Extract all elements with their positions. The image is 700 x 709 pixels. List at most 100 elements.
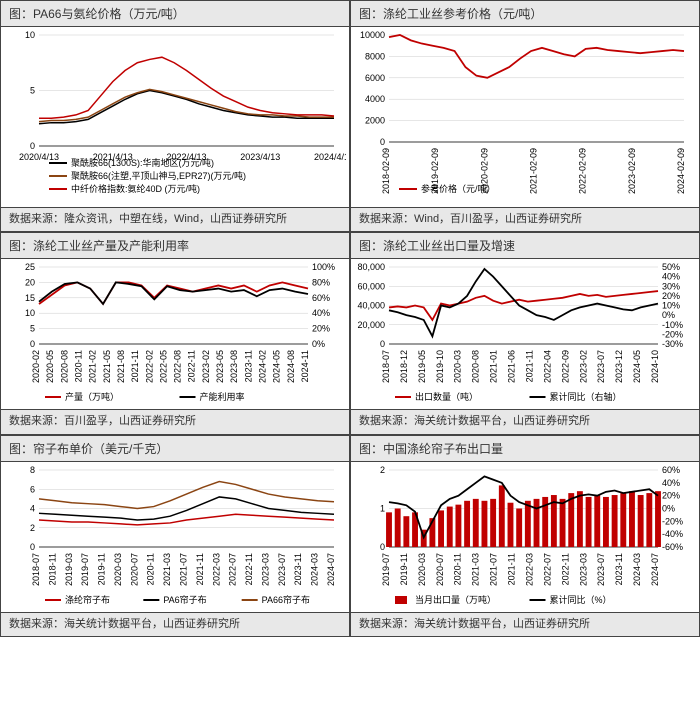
chart-area: 024682018-072018-112019-032019-072019-11… bbox=[1, 462, 349, 612]
svg-text:2023-02-09: 2023-02-09 bbox=[627, 148, 637, 194]
svg-text:2018-02-09: 2018-02-09 bbox=[381, 148, 391, 194]
svg-text:2021-03: 2021-03 bbox=[162, 553, 172, 586]
svg-text:2018-07: 2018-07 bbox=[381, 350, 391, 383]
chart-source: 数据来源：海关统计数据平台，山西证券研究所 bbox=[1, 612, 349, 636]
svg-text:涤纶帘子布: 涤纶帘子布 bbox=[65, 594, 110, 605]
chart-cell-1: 图：涤纶工业丝参考价格（元/吨）020004000600080001000020… bbox=[350, 0, 700, 232]
svg-text:PA66帘子布: PA66帘子布 bbox=[262, 594, 310, 605]
svg-text:2000: 2000 bbox=[365, 116, 385, 126]
svg-text:2023-03: 2023-03 bbox=[578, 553, 588, 586]
svg-text:2022-07: 2022-07 bbox=[542, 553, 552, 586]
svg-text:2022-02: 2022-02 bbox=[144, 350, 154, 383]
svg-text:6000: 6000 bbox=[365, 73, 385, 83]
svg-text:30%: 30% bbox=[662, 282, 680, 292]
svg-text:-40%: -40% bbox=[662, 529, 683, 539]
chart-cell-5: 图：中国涤纶帘子布出口量012-60%-40%-20%0%20%40%60%20… bbox=[350, 435, 700, 637]
svg-text:10: 10 bbox=[25, 30, 35, 40]
svg-text:累计同比（%）: 累计同比（%） bbox=[550, 594, 612, 605]
svg-text:2024-05: 2024-05 bbox=[632, 350, 642, 383]
svg-text:2022-02-09: 2022-02-09 bbox=[578, 148, 588, 194]
svg-text:2024-08: 2024-08 bbox=[286, 350, 296, 383]
svg-text:2022-04: 2022-04 bbox=[542, 350, 552, 383]
svg-text:50%: 50% bbox=[662, 262, 680, 272]
svg-text:2022-03: 2022-03 bbox=[524, 553, 534, 586]
svg-text:2022-11: 2022-11 bbox=[244, 553, 254, 585]
svg-text:-30%: -30% bbox=[662, 339, 683, 349]
svg-text:累计同比（右轴）: 累计同比（右轴） bbox=[550, 391, 622, 402]
chart-title: 图：涤纶工业丝出口量及增速 bbox=[351, 233, 699, 259]
svg-text:2021-06: 2021-06 bbox=[507, 350, 517, 383]
svg-text:80%: 80% bbox=[312, 278, 330, 288]
svg-text:25: 25 bbox=[25, 262, 35, 272]
svg-text:2024-10: 2024-10 bbox=[650, 350, 660, 383]
svg-text:2019-11: 2019-11 bbox=[399, 553, 409, 585]
svg-text:2024/4/13: 2024/4/13 bbox=[314, 152, 346, 162]
svg-text:2021-02-09: 2021-02-09 bbox=[529, 148, 539, 194]
svg-text:2019-05: 2019-05 bbox=[417, 350, 427, 383]
svg-text:2023-11: 2023-11 bbox=[614, 553, 624, 585]
svg-text:2024-02: 2024-02 bbox=[258, 350, 268, 383]
chart-title: 图：PA66与氨纶价格（万元/吨） bbox=[1, 1, 349, 27]
svg-text:0: 0 bbox=[380, 542, 385, 552]
svg-text:2020-11: 2020-11 bbox=[146, 553, 156, 585]
svg-text:PA6帘子布: PA6帘子布 bbox=[163, 594, 206, 605]
svg-text:2023-11: 2023-11 bbox=[243, 350, 253, 382]
svg-text:2021-03: 2021-03 bbox=[471, 553, 481, 586]
svg-text:1: 1 bbox=[380, 503, 385, 513]
svg-text:2022-11: 2022-11 bbox=[560, 553, 570, 585]
svg-text:2020-11: 2020-11 bbox=[453, 553, 463, 585]
svg-text:2023-05: 2023-05 bbox=[215, 350, 225, 383]
svg-text:10000: 10000 bbox=[360, 30, 385, 40]
svg-text:2023-02: 2023-02 bbox=[201, 350, 211, 383]
svg-text:20%: 20% bbox=[662, 490, 680, 500]
svg-text:60%: 60% bbox=[662, 465, 680, 475]
svg-text:2: 2 bbox=[30, 523, 35, 533]
svg-text:2022-08: 2022-08 bbox=[173, 350, 183, 383]
svg-text:聚酰胺66(1300S):华南地区(万元/吨): 聚酰胺66(1300S):华南地区(万元/吨) bbox=[71, 157, 214, 168]
svg-text:2024-05: 2024-05 bbox=[272, 350, 282, 383]
svg-text:40,000: 40,000 bbox=[357, 301, 385, 311]
svg-text:2023-07: 2023-07 bbox=[596, 553, 606, 586]
svg-text:0: 0 bbox=[30, 339, 35, 349]
svg-text:2023/4/13: 2023/4/13 bbox=[240, 152, 280, 162]
svg-text:0%: 0% bbox=[312, 339, 325, 349]
svg-text:2021-11: 2021-11 bbox=[195, 553, 205, 585]
svg-text:-10%: -10% bbox=[662, 320, 683, 330]
svg-text:2024-07: 2024-07 bbox=[326, 553, 336, 586]
svg-text:2020-08: 2020-08 bbox=[59, 350, 69, 383]
chart-cell-0: 图：PA66与氨纶价格（万元/吨）05102020/4/132021/4/132… bbox=[0, 0, 350, 232]
chart-source: 数据来源：百川盈孚，山西证券研究所 bbox=[1, 409, 349, 433]
svg-text:5: 5 bbox=[30, 86, 35, 96]
svg-text:2021-07: 2021-07 bbox=[489, 553, 499, 586]
svg-text:2020-05: 2020-05 bbox=[45, 350, 55, 383]
chart-title: 图：帘子布单价（美元/千克） bbox=[1, 436, 349, 462]
svg-text:80,000: 80,000 bbox=[357, 262, 385, 272]
svg-text:10%: 10% bbox=[662, 301, 680, 311]
svg-text:100%: 100% bbox=[312, 262, 335, 272]
svg-text:2023-07: 2023-07 bbox=[277, 553, 287, 586]
svg-text:10: 10 bbox=[25, 309, 35, 319]
chart-cell-4: 图：帘子布单价（美元/千克）024682018-072018-112019-03… bbox=[0, 435, 350, 637]
svg-text:中纤价格指数:氨纶40D (万元/吨): 中纤价格指数:氨纶40D (万元/吨) bbox=[71, 183, 200, 194]
svg-text:2024-03: 2024-03 bbox=[310, 553, 320, 586]
svg-text:0%: 0% bbox=[662, 503, 675, 513]
svg-text:2020-03: 2020-03 bbox=[113, 553, 123, 586]
chart-source: 数据来源：海关统计数据平台，山西证券研究所 bbox=[351, 612, 699, 636]
svg-text:2018-11: 2018-11 bbox=[47, 553, 57, 585]
chart-source: 数据来源：海关统计数据平台，山西证券研究所 bbox=[351, 409, 699, 433]
svg-text:2022-05: 2022-05 bbox=[158, 350, 168, 383]
chart-area: 05102020/4/132021/4/132022/4/132023/4/13… bbox=[1, 27, 349, 207]
svg-text:当月出口量（万吨）: 当月出口量（万吨） bbox=[415, 594, 496, 605]
svg-text:2018-12: 2018-12 bbox=[399, 350, 409, 383]
svg-text:2023-07: 2023-07 bbox=[596, 350, 606, 383]
svg-text:2023-12: 2023-12 bbox=[614, 350, 624, 383]
chart-area: 05101520250%20%40%60%80%100%2020-022020-… bbox=[1, 259, 349, 409]
svg-text:2023-08: 2023-08 bbox=[229, 350, 239, 383]
svg-text:2020-03: 2020-03 bbox=[417, 553, 427, 586]
svg-text:0%: 0% bbox=[662, 311, 675, 321]
svg-text:0: 0 bbox=[30, 141, 35, 151]
svg-text:4: 4 bbox=[30, 503, 35, 513]
svg-text:2021-11: 2021-11 bbox=[130, 350, 140, 382]
svg-text:2022-07: 2022-07 bbox=[228, 553, 238, 586]
svg-text:2022-11: 2022-11 bbox=[187, 350, 197, 382]
